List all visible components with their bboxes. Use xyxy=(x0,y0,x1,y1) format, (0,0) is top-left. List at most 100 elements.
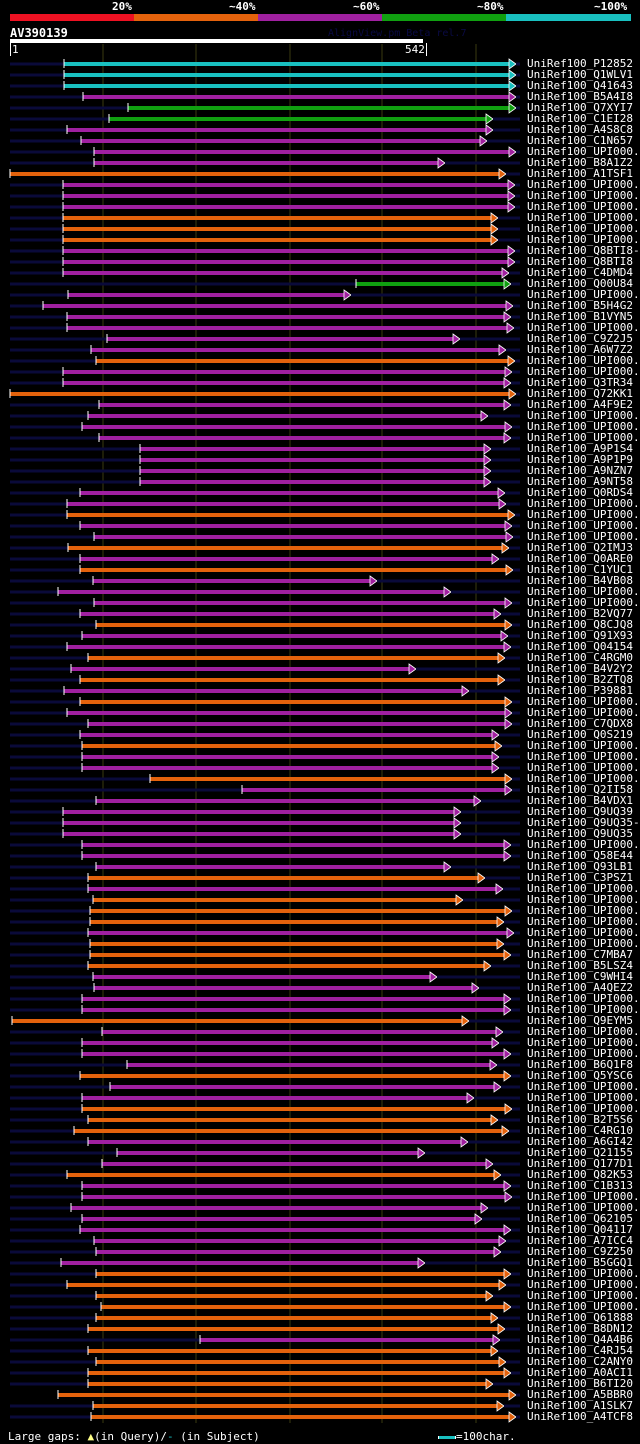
hit-row[interactable] xyxy=(10,1334,520,1346)
hit-label[interactable]: UniRef100_Q7XYI7 xyxy=(527,101,633,114)
hit-label[interactable]: UniRef100_UPI000.. xyxy=(527,365,640,378)
hit-bar[interactable] xyxy=(88,1140,462,1144)
hit-row[interactable] xyxy=(10,641,520,653)
hit-bar[interactable] xyxy=(88,876,479,880)
hit-bar[interactable] xyxy=(82,1052,505,1056)
hit-bar[interactable] xyxy=(90,953,505,957)
hit-label[interactable]: UniRef100_A1SLK7 xyxy=(527,1399,633,1412)
hit-label[interactable]: UniRef100_C1EI28 xyxy=(527,112,633,125)
hit-bar[interactable] xyxy=(356,282,505,286)
hit-label[interactable]: UniRef100_Q5YSC6 xyxy=(527,1069,633,1082)
hit-row[interactable] xyxy=(10,729,520,741)
hit-label[interactable]: UniRef100_UPI000.. xyxy=(527,739,640,752)
hit-row[interactable] xyxy=(10,377,520,389)
hit-label[interactable]: UniRef100_UPI000.. xyxy=(527,200,640,213)
hit-label[interactable]: UniRef100_A1TSF1 xyxy=(527,167,633,180)
hit-label[interactable]: UniRef100_UPI000.. xyxy=(527,354,640,367)
hit-row[interactable] xyxy=(10,1301,520,1313)
hit-label[interactable]: UniRef100_C4RJ54 xyxy=(527,1344,633,1357)
hit-row[interactable] xyxy=(10,1081,520,1093)
hit-label[interactable]: UniRef100_C4RG10 xyxy=(527,1124,633,1137)
hit-row[interactable] xyxy=(10,685,520,697)
hit-bar[interactable] xyxy=(128,106,510,110)
hit-row[interactable] xyxy=(10,806,520,818)
hit-row[interactable] xyxy=(10,740,520,752)
hit-row[interactable] xyxy=(10,542,520,554)
hit-row[interactable] xyxy=(10,993,520,1005)
hit-bar[interactable] xyxy=(80,491,499,495)
hit-bar[interactable] xyxy=(63,271,503,275)
hit-label[interactable]: UniRef100_C9WHI4 xyxy=(527,970,633,983)
hit-bar[interactable] xyxy=(88,656,499,660)
hit-row[interactable] xyxy=(10,696,520,708)
hit-label[interactable]: UniRef100_UPI000.. xyxy=(527,695,640,708)
hit-label[interactable]: UniRef100_C4DMD4 xyxy=(527,266,633,279)
hit-bar[interactable] xyxy=(80,557,493,561)
hit-row[interactable] xyxy=(10,707,520,719)
hit-label[interactable]: UniRef100_Q1WLV1 xyxy=(527,68,633,81)
hit-label[interactable]: UniRef100_UPI000.. xyxy=(527,222,640,235)
hit-bar[interactable] xyxy=(96,799,475,803)
hit-label[interactable]: UniRef100_UPI000.. xyxy=(527,233,640,246)
hit-bar[interactable] xyxy=(99,436,505,440)
hit-row[interactable] xyxy=(10,630,520,642)
hit-label[interactable]: UniRef100_UPI000.. xyxy=(527,882,640,895)
hit-label[interactable]: UniRef100_UPI000.. xyxy=(527,1300,640,1313)
hit-row[interactable] xyxy=(10,476,520,488)
hit-row[interactable] xyxy=(10,960,520,972)
hit-row[interactable] xyxy=(10,102,520,114)
hit-bar[interactable] xyxy=(82,997,505,1001)
hit-bar[interactable] xyxy=(140,469,485,473)
hit-row[interactable] xyxy=(10,619,520,631)
hit-row[interactable] xyxy=(10,564,520,576)
hit-row[interactable] xyxy=(10,608,520,620)
hit-row[interactable] xyxy=(10,718,520,730)
hit-row[interactable] xyxy=(10,1323,520,1335)
hit-bar[interactable] xyxy=(88,1327,499,1331)
hit-bar[interactable] xyxy=(88,1382,487,1386)
hit-bar[interactable] xyxy=(140,447,485,451)
hit-bar[interactable] xyxy=(82,1195,506,1199)
hit-label[interactable]: UniRef100_B6Q1F8 xyxy=(527,1058,633,1071)
hit-label[interactable]: UniRef100_C9Z250 xyxy=(527,1245,633,1258)
hit-bar[interactable] xyxy=(242,788,506,792)
hit-label[interactable]: UniRef100_UPI000.. xyxy=(527,321,640,334)
hit-label[interactable]: UniRef100_UPI000.. xyxy=(527,1102,640,1115)
hit-row[interactable] xyxy=(10,443,520,455)
hit-bar[interactable] xyxy=(67,513,509,517)
hit-row[interactable] xyxy=(10,190,520,202)
hit-bar[interactable] xyxy=(93,579,371,583)
hit-row[interactable] xyxy=(10,751,520,763)
hit-label[interactable]: UniRef100_UPI000.. xyxy=(527,431,640,444)
hit-row[interactable] xyxy=(10,146,520,158)
hit-label[interactable]: UniRef100_UPI000.. xyxy=(527,1025,640,1038)
hit-row[interactable] xyxy=(10,245,520,257)
hit-label[interactable]: UniRef100_A0ACI1 xyxy=(527,1366,633,1379)
hit-row[interactable] xyxy=(10,454,520,466)
hit-row[interactable] xyxy=(10,839,520,851)
hit-bar[interactable] xyxy=(82,425,506,429)
hit-row[interactable] xyxy=(10,223,520,235)
hit-row[interactable] xyxy=(10,949,520,961)
hit-bar[interactable] xyxy=(91,1415,510,1419)
hit-label[interactable]: UniRef100_Q72KK1 xyxy=(527,387,633,400)
hit-row[interactable] xyxy=(10,773,520,785)
hit-row[interactable] xyxy=(10,344,520,356)
hit-label[interactable]: UniRef100_A9NT58 xyxy=(527,475,633,488)
hit-label[interactable]: UniRef100_A4S8C8 xyxy=(527,123,633,136)
hit-row[interactable] xyxy=(10,828,520,840)
hit-label[interactable]: UniRef100_Q8BTI8-3 xyxy=(527,244,640,257)
hit-bar[interactable] xyxy=(82,1184,505,1188)
hit-label[interactable]: UniRef100_Q4A4B6 xyxy=(527,1333,633,1346)
hit-label[interactable]: UniRef100_UPI000.. xyxy=(527,519,640,532)
hit-label[interactable]: UniRef100_B4V2Y2 xyxy=(527,662,633,675)
hit-row[interactable] xyxy=(10,872,520,884)
hit-bar[interactable] xyxy=(82,755,493,759)
hit-row[interactable] xyxy=(10,520,520,532)
hit-bar[interactable] xyxy=(63,249,509,253)
hit-bar[interactable] xyxy=(88,1371,505,1375)
hit-bar[interactable] xyxy=(82,1217,476,1221)
hit-bar[interactable] xyxy=(81,139,481,143)
hit-row[interactable] xyxy=(10,487,520,499)
hit-bar[interactable] xyxy=(10,172,500,176)
